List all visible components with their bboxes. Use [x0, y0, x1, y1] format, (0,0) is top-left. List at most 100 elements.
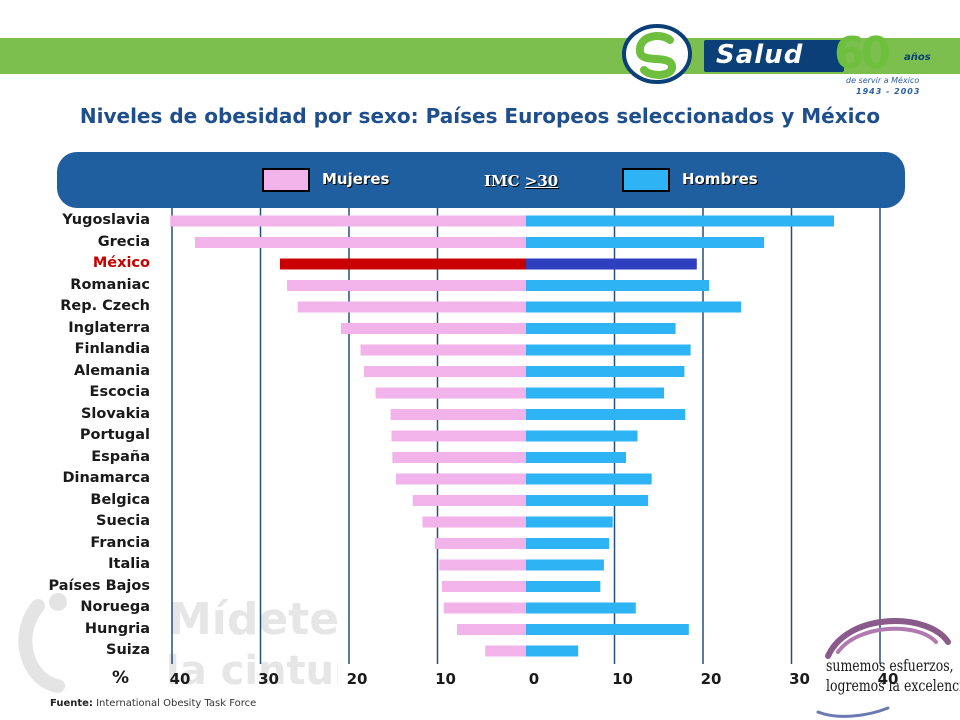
category-label: Inglaterra [68, 319, 150, 336]
bar-mujeres-12 [395, 473, 526, 485]
category-label: Romaniac [70, 276, 150, 293]
bar-mujeres-20 [485, 645, 526, 657]
anniversary-word: años [904, 52, 931, 63]
legend-label-hombres: Hombres [682, 170, 758, 188]
slogan-swirl-icon [816, 618, 951, 718]
bar-hombres-3 [526, 280, 710, 291]
bar-hombres-7 [526, 366, 685, 377]
category-label: México [92, 255, 150, 271]
watermark-midete: Mídete la cintura [18, 593, 338, 694]
bar-hombres-6 [526, 344, 691, 356]
bar-hombres-18 [526, 602, 636, 614]
bar-mujeres-3 [287, 280, 526, 291]
source-text: International Obesity Task Force [92, 698, 257, 709]
category-label: Yugoslavia [62, 212, 150, 228]
bar-mujeres-15 [434, 538, 526, 549]
bar-mujeres-18 [443, 602, 526, 614]
bar-hombres-19 [526, 624, 689, 635]
anniversary-tagline: de servir a México [846, 76, 920, 85]
category-label: Hungria [84, 620, 150, 637]
category-label: Alemania [74, 362, 150, 379]
bar-mujeres-17 [441, 581, 526, 592]
bar-mujeres-9 [390, 409, 526, 420]
bar-mujeres-8 [375, 387, 526, 399]
legend-label-mujeres: Mujeres [322, 170, 390, 188]
bar-mujeres-6 [360, 344, 526, 356]
x-tick-label: 20 [346, 670, 368, 688]
brand-name: Salud [716, 40, 804, 70]
bar-mujeres-14 [422, 516, 526, 528]
bar-hombres-4 [526, 301, 742, 313]
bar-hombres-5 [526, 323, 676, 334]
x-axis-unit: % [112, 668, 130, 688]
bar-hombres-2 [526, 258, 697, 270]
bar-mujeres-13 [412, 495, 526, 506]
x-tick-label: 40 [169, 670, 191, 688]
watermark-line1: Mídete [168, 594, 338, 645]
bar-mujeres-4 [297, 301, 526, 313]
category-label: Escocia [89, 384, 150, 400]
bar-hombres-14 [526, 516, 613, 528]
bar-mujeres-19 [456, 624, 526, 635]
category-label: Grecia [97, 233, 150, 250]
category-label: Finlandia [74, 341, 150, 357]
bar-mujeres-2 [279, 258, 526, 270]
x-tick-label: 30 [258, 670, 279, 688]
anniversary-number: 60 [834, 28, 891, 79]
slogan-line2: logremos la excelencia... [826, 676, 960, 695]
bar-hombres-0 [526, 215, 834, 227]
x-tick-label: 10 [435, 670, 456, 688]
source-note: Fuente: International Obesity Task Force [50, 698, 256, 709]
health-logo-icon [622, 24, 692, 84]
bar-mujeres-11 [392, 452, 526, 463]
brand-panel [704, 40, 844, 72]
bar-hombres-16 [526, 559, 604, 571]
category-label: Suecia [96, 513, 150, 529]
x-tick-label: 0 [528, 670, 540, 688]
imc-caption: IMC >30 [484, 172, 558, 190]
category-label: Portugal [79, 427, 150, 443]
category-label: Francia [90, 534, 150, 551]
bar-mujeres-5 [341, 323, 526, 334]
source-label: Fuente: [50, 698, 93, 709]
bar-hombres-9 [526, 409, 686, 420]
bar-hombres-12 [526, 473, 652, 485]
bar-hombres-15 [526, 538, 610, 549]
category-label: España [91, 448, 150, 465]
x-tick-label: 10 [612, 670, 633, 688]
category-label: Dinamarca [62, 470, 150, 486]
bar-hombres-13 [526, 495, 649, 506]
legend-panel [57, 152, 905, 208]
category-label: Suiza [106, 642, 150, 658]
bar-mujeres-7 [364, 366, 526, 377]
bar-mujeres-0 [170, 215, 527, 227]
category-label: Noruega [80, 599, 150, 615]
chart-title: Niveles de obesidad por sexo: Países Eur… [79, 104, 881, 128]
bars-group [170, 215, 834, 657]
legend-swatch-hombres [622, 168, 670, 192]
anniversary-years: 1943 - 2003 [856, 87, 921, 96]
category-label: Belgica [90, 491, 150, 508]
category-label: Países Bajos [48, 577, 150, 594]
x-tick-label: 20 [700, 670, 722, 688]
slogan-line1: sumemos esfuerzos, [826, 656, 954, 675]
bar-hombres-8 [526, 387, 665, 399]
bar-hombres-20 [526, 645, 579, 657]
category-label: Slovakia [80, 405, 150, 422]
category-label: Rep. Czech [60, 298, 150, 314]
bar-hombres-10 [526, 430, 638, 442]
imc-value: >30 [524, 172, 559, 190]
legend-swatch-mujeres [262, 168, 310, 192]
bar-hombres-1 [526, 237, 765, 248]
x-tick-label: 30 [789, 670, 810, 688]
bar-mujeres-1 [195, 237, 526, 248]
category-label: Italia [108, 556, 150, 572]
bar-hombres-11 [526, 452, 627, 463]
bar-mujeres-16 [439, 559, 526, 571]
watermark-line2: la cintura [166, 648, 338, 694]
bar-mujeres-10 [391, 430, 526, 442]
bar-hombres-17 [526, 581, 601, 592]
imc-prefix: IMC [484, 172, 525, 190]
x-tick-label: 40 [877, 670, 899, 688]
